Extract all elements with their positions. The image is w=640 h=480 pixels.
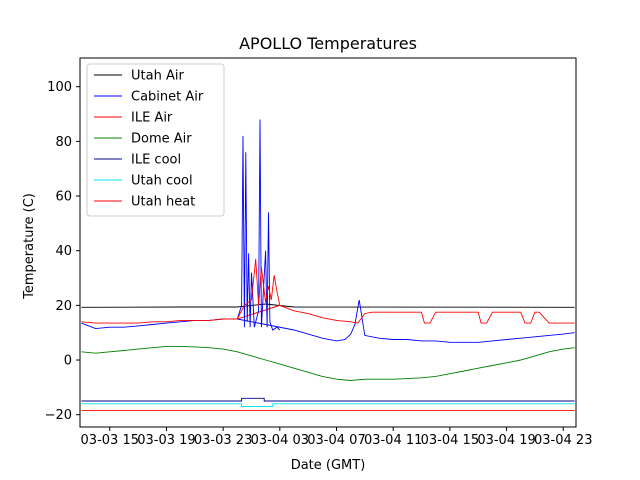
y-axis-label: Temperature (C) <box>22 193 37 300</box>
y-tick-label: 100 <box>47 80 72 95</box>
legend: Utah Air Cabinet Air ILE Air Dome Air ILE co… <box>86 63 225 217</box>
series-line-cabinet-air <box>81 299 575 343</box>
x-tick-label: 03-04 03 <box>251 433 309 448</box>
legend-box <box>86 63 225 217</box>
legend-label-ile-cool: ILE cool <box>131 153 181 168</box>
spike-line-cabinet-air <box>236 119 281 331</box>
legend-label-utah-cool: Utah cool <box>131 174 193 189</box>
x-tick-label: 03-03 15 <box>81 433 139 448</box>
legend-label-cabinet-air: Cabinet Air <box>131 90 204 105</box>
series-line-ile-cool <box>81 397 575 402</box>
plot-area <box>81 119 575 412</box>
x-tick-label: 03-04 15 <box>421 433 479 448</box>
y-tick-label: 40 <box>55 244 72 259</box>
series-line-utah-cool <box>81 403 575 407</box>
x-tick-label: 03-04 19 <box>477 433 535 448</box>
x-tick-label: 03-04 07 <box>307 433 365 448</box>
y-tick-label: 80 <box>55 135 72 150</box>
series-line-ile-air <box>81 304 575 324</box>
series-line-utah-air <box>81 303 575 308</box>
legend-label-utah-air: Utah Air <box>131 69 184 84</box>
y-tick-label: 20 <box>55 299 72 314</box>
chart-title: APOLLO Temperatures <box>239 34 417 53</box>
y-tick-label: 0 <box>64 354 72 369</box>
x-tick-label: 03-04 11 <box>364 433 422 448</box>
series-line-dome-air <box>81 345 575 381</box>
legend-label-ile-air: ILE Air <box>131 111 173 126</box>
legend-label-dome-air: Dome Air <box>131 132 192 147</box>
x-axis-label: Date (GMT) <box>291 458 366 473</box>
y-tick-label: −20 <box>45 408 72 423</box>
y-tick-label: 60 <box>55 190 72 205</box>
legend-label-utah-heat: Utah heat <box>131 195 195 210</box>
x-tick-label: 03-03 19 <box>137 433 195 448</box>
x-tick-label: 03-04 23 <box>534 433 592 448</box>
spike-line-ile-air <box>236 258 281 320</box>
axes-frame <box>79 57 577 428</box>
x-tick-label: 03-03 23 <box>194 433 252 448</box>
